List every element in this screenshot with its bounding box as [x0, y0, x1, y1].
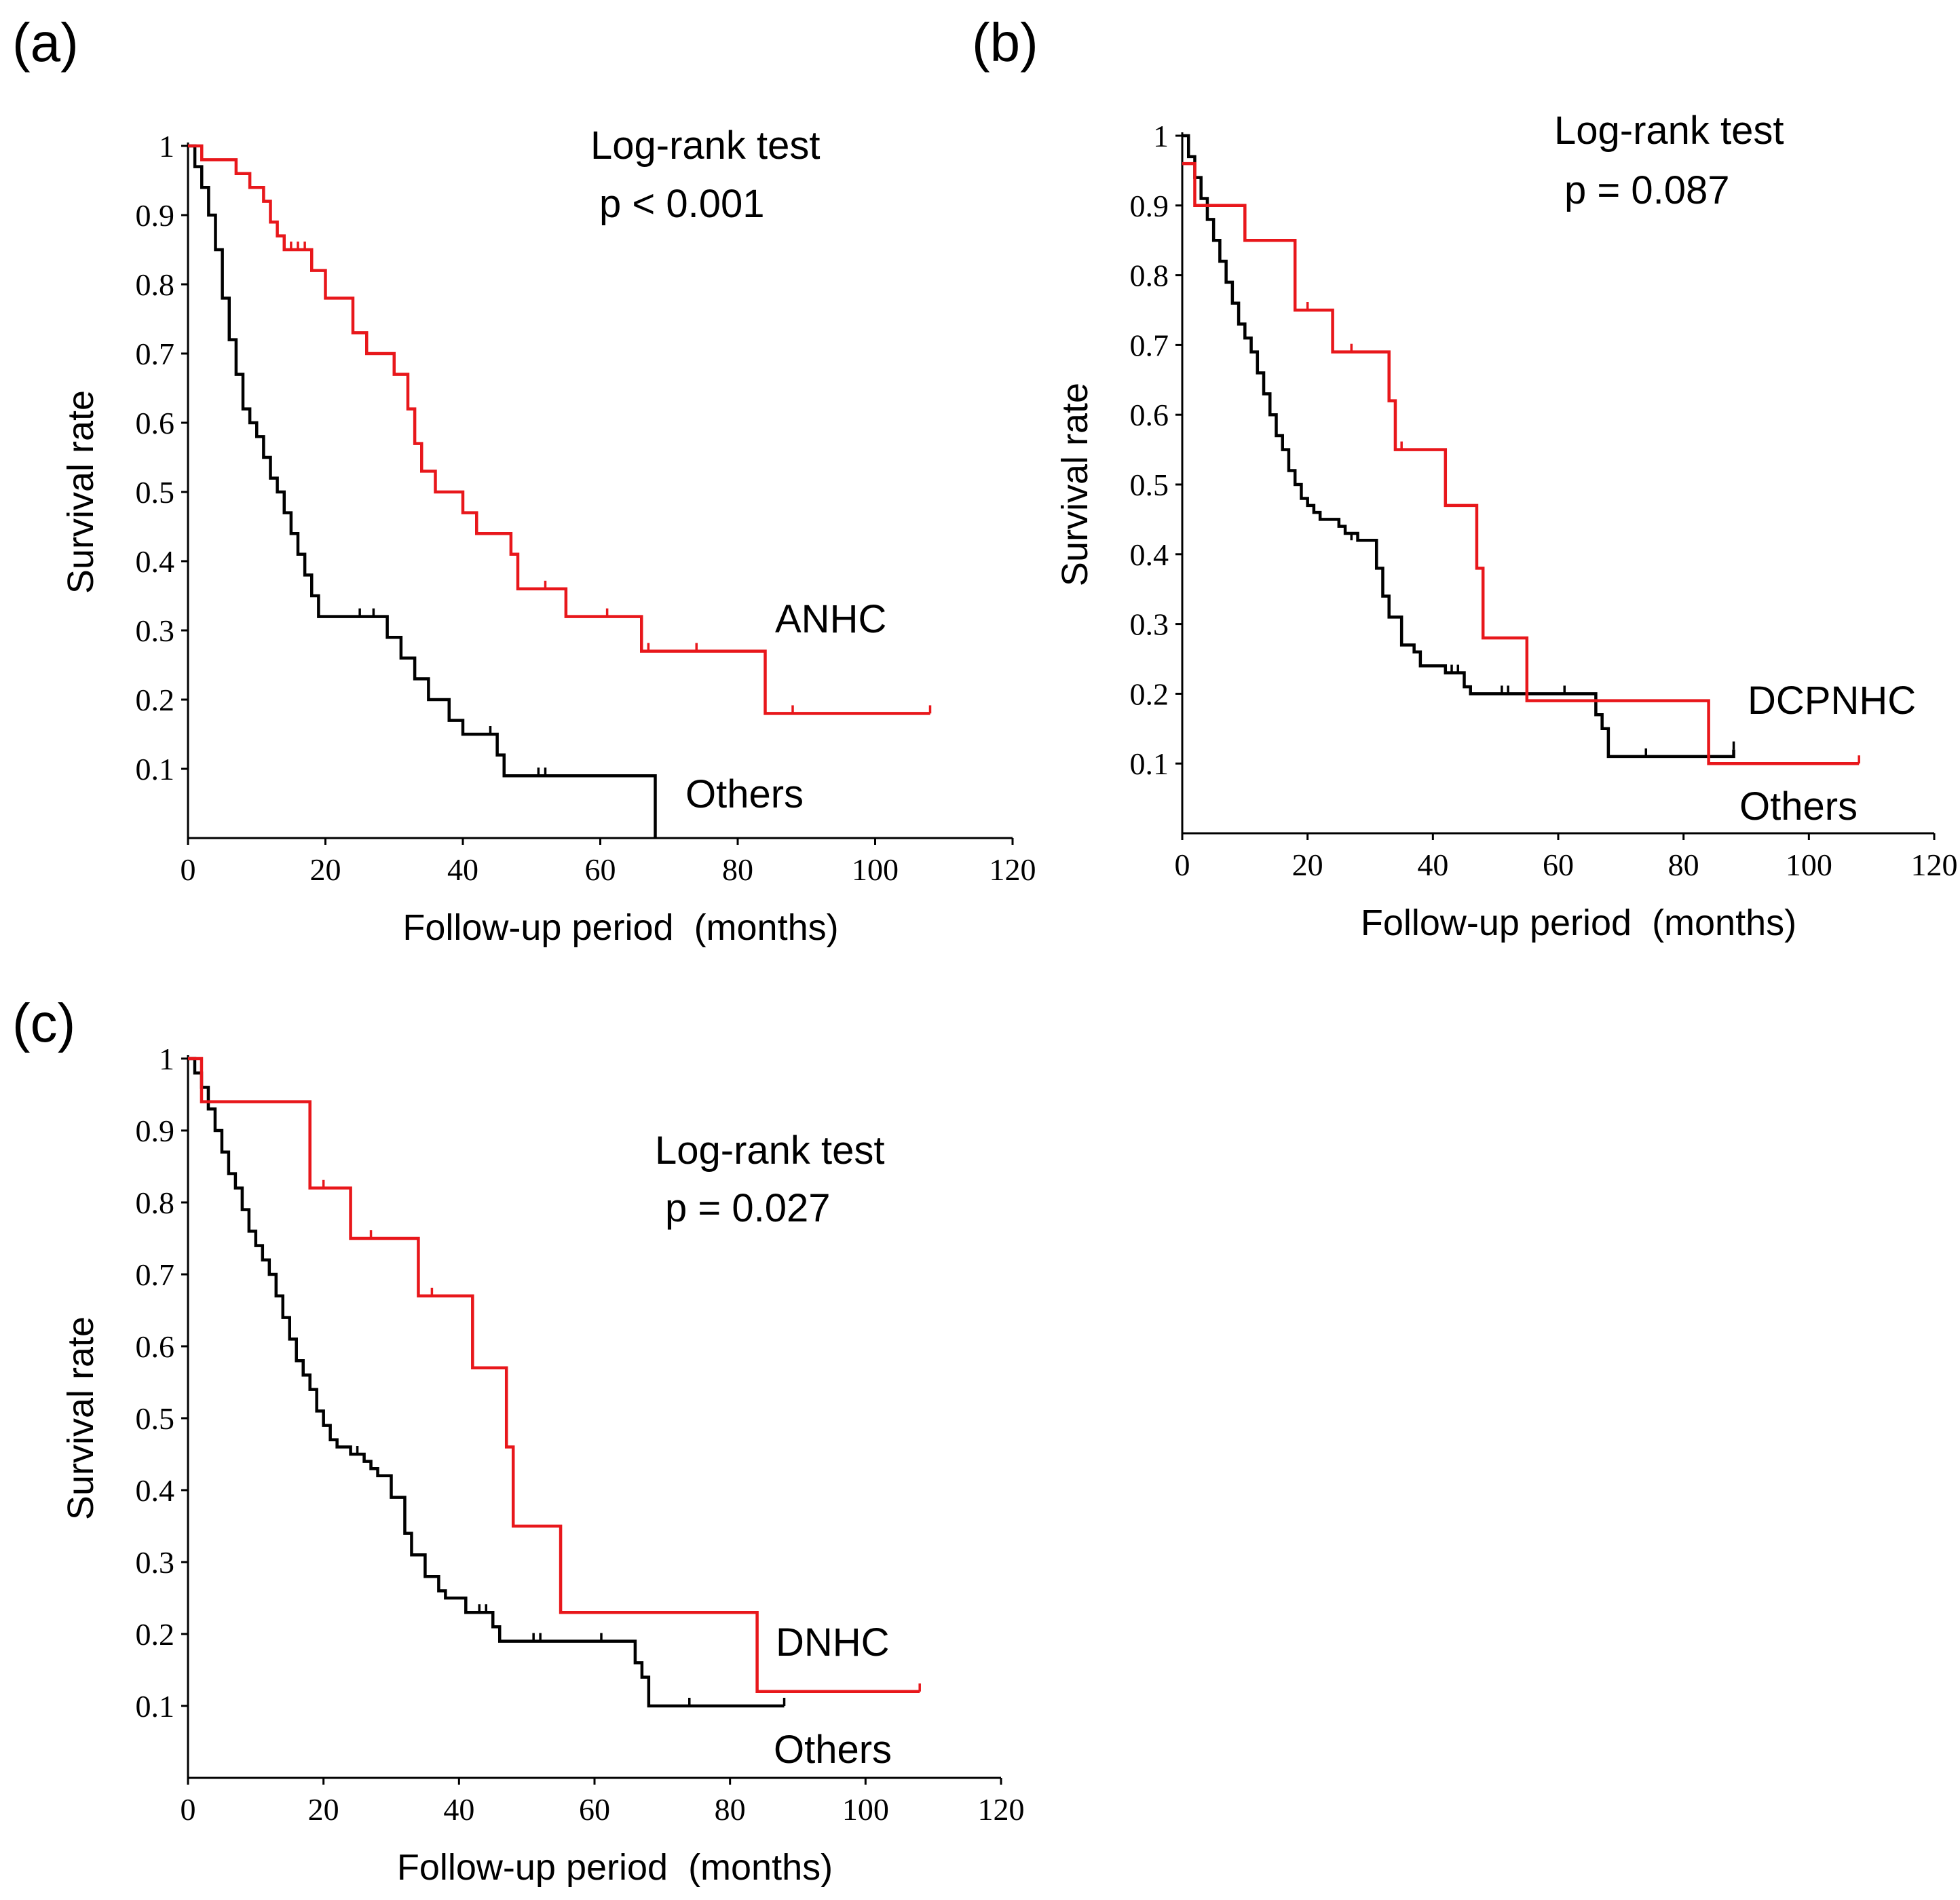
- x-tick-label: 60: [585, 852, 616, 887]
- x-tick-label: 40: [447, 852, 478, 887]
- series-label-others: Others: [1739, 784, 1858, 829]
- y-tick-label: 0.6: [136, 406, 175, 440]
- y-tick-label: 0.8: [136, 1185, 175, 1220]
- x-tick-label: 0: [181, 852, 196, 887]
- y-tick-label: 0.7: [136, 337, 175, 371]
- x-tick-label: 120: [1911, 848, 1958, 882]
- y-tick-label: 1: [159, 1042, 174, 1076]
- survival-curve-others: [188, 1057, 785, 1708]
- log-rank-test-label: Log-rank test: [590, 124, 821, 168]
- p-value-label: p = 0.087: [1564, 168, 1730, 212]
- y-tick-label: 1: [1153, 119, 1169, 153]
- y-tick-label: 0.3: [136, 613, 175, 648]
- y-axis-title: Survival rate: [1055, 383, 1095, 586]
- x-tick-label: 20: [308, 1792, 339, 1827]
- x-tick-label: 120: [978, 1792, 1025, 1827]
- y-tick-label: 0.5: [1130, 468, 1169, 502]
- y-tick-label: 0.4: [136, 544, 175, 579]
- y-tick-label: 0.1: [1130, 746, 1169, 781]
- y-tick-label: 0.6: [136, 1329, 175, 1364]
- x-tick-label: 80: [722, 852, 753, 887]
- log-rank-test-label: Log-rank test: [1554, 109, 1784, 153]
- panel-label: (b): [972, 12, 1038, 73]
- x-tick-label: 20: [310, 852, 341, 887]
- x-tick-label: 60: [1543, 848, 1574, 882]
- x-tick-label: 0: [181, 1792, 196, 1827]
- survival-curve-anhc: [188, 144, 930, 715]
- panel-b: (b) 0 20 40 60 80 100 120 0.1 0.2 0.3 0.4 0.5 0.6 0.7 0…: [972, 12, 1958, 943]
- y-tick-label: 0.8: [1130, 259, 1169, 293]
- y-tick-label: 0.3: [136, 1545, 175, 1580]
- x-tick-label: 100: [852, 852, 899, 887]
- y-tick-label: 0.5: [136, 475, 175, 510]
- x-tick-label: 80: [1668, 848, 1699, 882]
- y-tick-label: 0.3: [1130, 607, 1169, 642]
- survival-curve-dcpnhc: [1182, 162, 1860, 765]
- panel-c: (c) 0 20 40 60 80 100 120 0.1 0.2 0.3 0.4 0.5 0.6 0.7 0…: [12, 993, 1025, 1888]
- survival-curve-others: [1182, 134, 1735, 759]
- x-tick-label: 40: [443, 1792, 474, 1827]
- x-tick-label: 0: [1175, 848, 1190, 882]
- p-value-label: p < 0.001: [599, 182, 765, 226]
- series-label-dcpnhc: DCPNHC: [1748, 679, 1916, 723]
- y-tick-label: 0.5: [136, 1401, 175, 1436]
- x-tick-label: 100: [842, 1792, 889, 1827]
- series-label-anhc: ANHC: [775, 597, 886, 641]
- survival-curve-others: [188, 144, 657, 838]
- y-tick-label: 0.7: [1130, 328, 1169, 362]
- x-axis-title: Follow-up period (months): [397, 1847, 833, 1888]
- series-label-others: Others: [685, 772, 804, 816]
- y-tick-label: 0.2: [136, 683, 175, 717]
- x-axis-title: Follow-up period (months): [402, 907, 838, 948]
- y-tick-label: 0.4: [136, 1473, 175, 1508]
- x-tick-label: 20: [1292, 848, 1323, 882]
- y-tick-label: 0.2: [1130, 677, 1169, 711]
- x-tick-label: 100: [1786, 848, 1832, 882]
- y-tick-label: 0.8: [136, 267, 175, 302]
- survival-curve-dnhc: [188, 1057, 920, 1694]
- x-axis-title: Follow-up period (months): [1361, 902, 1796, 943]
- y-tick-label: 0.2: [136, 1617, 175, 1652]
- y-tick-label: 0.7: [136, 1257, 175, 1292]
- panel-a: (a) 0 20 40 60 80 100 120 0.1 0.2 0.3 0.4 0.5 0.6 0.7 0…: [12, 12, 1036, 948]
- y-tick-label: 1: [159, 129, 174, 164]
- y-tick-label: 0.1: [136, 752, 175, 786]
- series-label-dnhc: DNHC: [776, 1620, 890, 1665]
- series-label-others: Others: [774, 1728, 892, 1772]
- y-tick-label: 0.9: [136, 1114, 175, 1148]
- panel-label: (c): [12, 993, 75, 1053]
- y-axis-title: Survival rate: [60, 390, 101, 594]
- p-value-label: p = 0.027: [665, 1186, 831, 1230]
- panel-label: (a): [12, 12, 79, 73]
- x-tick-label: 120: [990, 852, 1036, 887]
- x-tick-label: 80: [715, 1792, 746, 1827]
- y-tick-label: 0.1: [136, 1689, 175, 1724]
- y-tick-label: 0.4: [1130, 537, 1169, 572]
- y-tick-label: 0.6: [1130, 398, 1169, 432]
- y-tick-label: 0.9: [1130, 189, 1169, 223]
- y-axis-title: Survival rate: [60, 1316, 101, 1520]
- x-tick-label: 60: [579, 1792, 610, 1827]
- log-rank-test-label: Log-rank test: [655, 1128, 885, 1173]
- x-tick-label: 40: [1417, 848, 1448, 882]
- y-tick-label: 0.9: [136, 198, 175, 233]
